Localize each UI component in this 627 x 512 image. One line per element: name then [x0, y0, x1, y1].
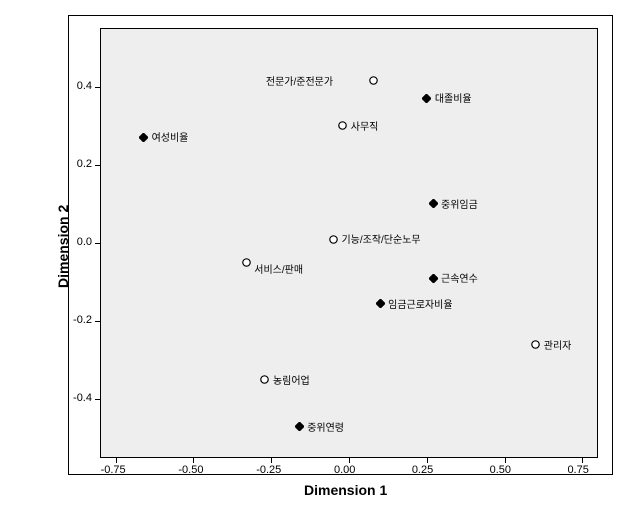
- x-tick-label: 0.25: [412, 464, 433, 476]
- y-tick: [95, 243, 100, 244]
- point-label: 사무직: [351, 118, 379, 133]
- point-label: 임금근로자비율: [388, 296, 452, 311]
- x-tick: [349, 458, 350, 463]
- x-tick: [505, 458, 506, 463]
- x-tick-label: 0.50: [490, 464, 511, 476]
- diamond-marker: [429, 274, 438, 283]
- diamond-marker: [422, 94, 431, 103]
- x-axis-label: Dimension 1: [304, 482, 387, 498]
- x-tick-label: 0.00: [334, 464, 355, 476]
- y-tick-label: 0.4: [77, 80, 92, 92]
- y-tick-label: -0.4: [73, 392, 92, 404]
- x-tick-label: 0.75: [567, 464, 588, 476]
- y-tick: [95, 165, 100, 166]
- point-label: 여성비율: [152, 129, 189, 144]
- y-tick-label: 0.0: [77, 236, 92, 248]
- circle-marker: [260, 375, 269, 384]
- point-label: 전문가/준전문가: [266, 73, 333, 88]
- scatter-chart: Dimension 2 Dimension 1 -0.75 -0.50 -0.25 0…: [0, 0, 627, 512]
- y-tick-label: 0.2: [77, 158, 92, 170]
- point-label: 근속연수: [441, 270, 478, 285]
- circle-marker: [369, 76, 378, 85]
- x-tick-label: -0.75: [101, 464, 126, 476]
- diamond-marker: [429, 199, 438, 208]
- point-label: 기능/조작/단순노무: [341, 231, 420, 246]
- circle-marker: [242, 258, 251, 267]
- circle-marker: [329, 235, 338, 244]
- x-tick: [427, 458, 428, 463]
- point-label: 관리자: [544, 337, 572, 352]
- diamond-marker: [376, 299, 385, 308]
- point-label: 대졸비율: [435, 90, 472, 105]
- diamond-marker: [139, 133, 148, 142]
- y-tick: [95, 87, 100, 88]
- circle-marker: [531, 340, 540, 349]
- x-tick-label: -0.25: [256, 464, 281, 476]
- circle-marker: [338, 121, 347, 130]
- y-tick-label: -0.2: [73, 314, 92, 326]
- point-label: 농림어업: [273, 372, 310, 387]
- point-label: 중위연령: [307, 419, 344, 434]
- x-tick-label: -0.50: [178, 464, 203, 476]
- y-axis-label: Dimension 2: [55, 205, 71, 288]
- y-tick: [95, 399, 100, 400]
- x-tick: [116, 458, 117, 463]
- point-label: 서비스/판매: [254, 261, 303, 276]
- diamond-marker: [295, 422, 304, 431]
- x-tick: [193, 458, 194, 463]
- x-tick: [271, 458, 272, 463]
- y-tick: [95, 321, 100, 322]
- x-tick: [582, 458, 583, 463]
- point-label: 중위임금: [441, 196, 478, 211]
